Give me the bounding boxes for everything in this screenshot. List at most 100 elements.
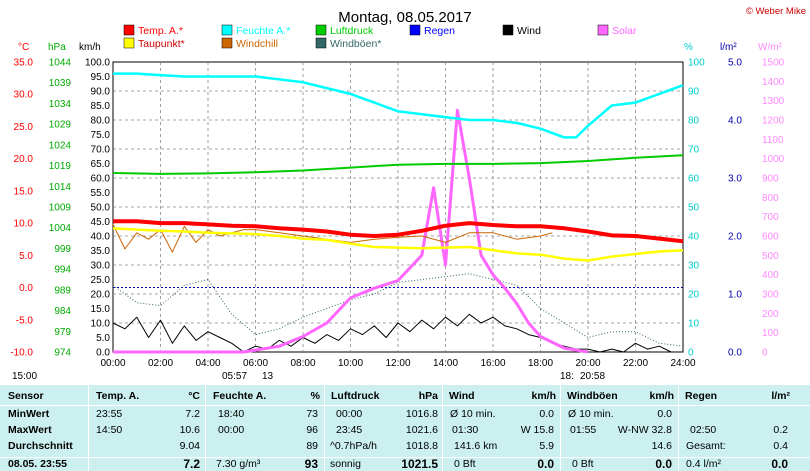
max-hum: 96 bbox=[306, 424, 318, 436]
solar-axis-tick-label: 600 bbox=[762, 232, 779, 243]
humidity-axis-tick-label: 30 bbox=[688, 261, 700, 272]
cur-hum: 93 bbox=[304, 457, 318, 471]
cur-wind: 0.0 bbox=[537, 457, 554, 471]
avg-rain-label: Gesamt: bbox=[686, 440, 726, 452]
chart-axes: 35.0 30.0 25.0 20.0 15.0 10.0 5.0 0.0 -5.0 -10.0 1… bbox=[10, 42, 784, 369]
wind-axis-tick-label: 60.0 bbox=[91, 174, 111, 185]
th-humidity: Feuchte A. bbox=[213, 390, 267, 402]
wind-axis-tick-label: 45.0 bbox=[91, 217, 111, 228]
sunrise-left-label: 15:00 bbox=[12, 371, 38, 382]
min-temp: 7.2 bbox=[185, 408, 200, 420]
wind-axis-tick-label: 25.0 bbox=[91, 275, 111, 286]
solar-axis-tick-label: 1300 bbox=[762, 96, 785, 107]
humidity-axis-tick-label: 70 bbox=[688, 145, 700, 156]
pressure-axis-tick-label: 1019 bbox=[49, 161, 72, 172]
solar-axis-tick-label: 1500 bbox=[762, 58, 785, 69]
cur-rain-label: 0.4 l/m² bbox=[686, 458, 722, 470]
x-tick-label: 12:00 bbox=[385, 358, 410, 369]
rain-axis-tick-label: 3.0 bbox=[728, 174, 742, 185]
humidity-axis-tick-label: 50 bbox=[688, 203, 700, 214]
legend-swatch bbox=[221, 24, 233, 36]
temp-axis-tick-label: 35.0 bbox=[14, 58, 34, 69]
solar-axis-tick-label: 700 bbox=[762, 212, 779, 223]
cur-temp: 7.2 bbox=[183, 457, 200, 471]
series-line-luftdruck bbox=[112, 154, 684, 175]
series-line-wind bbox=[112, 313, 683, 353]
wind-axis-tick-label: 35.0 bbox=[91, 246, 111, 257]
wind-axis-tick-label: 90.0 bbox=[91, 87, 111, 98]
cur-gust-label: 0 Bft bbox=[572, 458, 594, 470]
rain-axis-tick-label: 4.0 bbox=[728, 116, 742, 127]
legend-swatch bbox=[123, 37, 135, 49]
cur-press-label: sonnig bbox=[330, 458, 361, 470]
legend-swatch bbox=[123, 24, 135, 36]
moonset-label: 18: bbox=[560, 371, 574, 382]
humidity-axis-tick-label: 80 bbox=[688, 116, 700, 127]
legend-swatch bbox=[315, 24, 327, 36]
pressure-axis-tick-label: 1014 bbox=[49, 182, 72, 193]
sunset-label: 20:58 bbox=[580, 371, 606, 382]
humidity-axis-tick-label: 90 bbox=[688, 87, 700, 98]
x-tick-label: 16:00 bbox=[480, 358, 505, 369]
wind-axis-tick-label: 30.0 bbox=[91, 261, 111, 272]
temp-axis-tick-label: 15.0 bbox=[14, 186, 34, 197]
avg-gust: 14.6 bbox=[651, 440, 672, 452]
max-hum-time: 00:00 bbox=[218, 424, 245, 436]
min-wind: 0.0 bbox=[539, 408, 554, 420]
avg-temp: 9.04 bbox=[179, 440, 200, 452]
x-tick-label: 18:00 bbox=[528, 358, 553, 369]
wind-axis-tick-label: 55.0 bbox=[91, 188, 111, 199]
solar-axis-tick-label: 0 bbox=[762, 348, 768, 359]
legend-label: Luftdruck bbox=[330, 25, 374, 37]
min-press-time: 00:00 bbox=[336, 408, 363, 420]
legend-swatch bbox=[315, 37, 327, 49]
wind-axis-tick-label: 100.0 bbox=[85, 58, 110, 69]
pressure-axis-tick-label: 1009 bbox=[49, 203, 72, 214]
max-press: 1021.6 bbox=[405, 424, 438, 436]
legend-swatch bbox=[597, 24, 609, 36]
solar-axis-tick-label: 400 bbox=[762, 270, 779, 281]
wind-axis-tick-label: 75.0 bbox=[91, 130, 111, 141]
min-hum: 73 bbox=[306, 408, 318, 420]
max-gust: W-NW 32.8 bbox=[617, 424, 672, 436]
th-rain-unit: l/m² bbox=[771, 390, 790, 402]
wind-axis-tick-label: 85.0 bbox=[91, 101, 111, 112]
chart-legend: Temp. A.* Feuchte A.* Luftdruck Regen Wind So… bbox=[123, 24, 637, 50]
solar-axis-tick-label: 200 bbox=[762, 309, 779, 320]
humidity-axis-unit: % bbox=[684, 42, 693, 53]
avg-rain: 0.4 bbox=[773, 440, 788, 452]
wind-axis-tick-label: 40.0 bbox=[91, 232, 111, 243]
avg-hum: 89 bbox=[306, 440, 318, 452]
series-line-feuchte-a bbox=[113, 72, 684, 139]
th-temp-unit: °C bbox=[188, 390, 200, 402]
legend-label: Temp. A.* bbox=[138, 25, 183, 37]
avg-wind: 5.9 bbox=[539, 440, 554, 452]
legend-label: Feuchte A.* bbox=[236, 25, 290, 37]
th-pressure: Luftdruck bbox=[331, 390, 380, 402]
legend-label: Solar bbox=[612, 25, 637, 37]
chart-series bbox=[112, 72, 684, 354]
wind-axis-tick-label: 50.0 bbox=[91, 203, 111, 214]
wind-axis-tick-label: 95.0 bbox=[91, 72, 111, 83]
temp-axis-tick-label: 0.0 bbox=[19, 283, 33, 294]
th-sensor: Sensor bbox=[8, 390, 44, 402]
avg-press: 1018.8 bbox=[405, 440, 438, 452]
series-line-windchill bbox=[112, 224, 553, 253]
pressure-axis-tick-label: 1039 bbox=[49, 78, 72, 89]
x-tick-label: 06:00 bbox=[243, 358, 268, 369]
max-wind: W 15.8 bbox=[520, 424, 554, 436]
humidity-axis-tick-label: 10 bbox=[688, 319, 700, 330]
temp-axis-tick-label: 5.0 bbox=[19, 251, 33, 262]
th-gust: Windböen bbox=[567, 390, 618, 402]
min-gust: 0.0 bbox=[657, 408, 672, 420]
sunrise-label: 05:57 bbox=[222, 371, 248, 382]
wind-axis-tick-label: 15.0 bbox=[91, 304, 111, 315]
temp-axis-tick-label: -10.0 bbox=[10, 348, 33, 359]
pressure-axis-tick-label: 1044 bbox=[49, 58, 72, 69]
weather-chart: Montag, 08.05.2017 © Weber Mike Temp. A.… bbox=[10, 6, 806, 369]
wind-axis-tick-label: 0.0 bbox=[96, 348, 110, 359]
humidity-axis-tick-label: 20 bbox=[688, 290, 700, 301]
temp-axis-tick-label: -5.0 bbox=[16, 315, 34, 326]
series-line-temp-a bbox=[113, 219, 684, 244]
wind-axis-tick-label: 80.0 bbox=[91, 116, 111, 127]
